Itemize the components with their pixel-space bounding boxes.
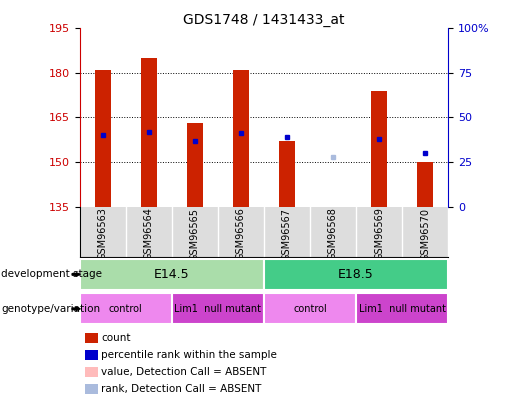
Title: GDS1748 / 1431433_at: GDS1748 / 1431433_at [183, 13, 345, 27]
Text: GSM96566: GSM96566 [236, 207, 246, 260]
Bar [264, 259, 448, 290]
Bar [417, 162, 433, 207]
Bar [264, 293, 356, 324]
Text: GSM96568: GSM96568 [328, 207, 338, 260]
Text: Lim1  null mutant: Lim1 null mutant [175, 304, 262, 314]
Text: control: control [293, 304, 327, 314]
Text: value, Detection Call = ABSENT: value, Detection Call = ABSENT [101, 367, 267, 377]
Text: Lim1  null mutant: Lim1 null mutant [358, 304, 445, 314]
Bar [80, 259, 264, 290]
Bar [80, 293, 172, 324]
Text: rank, Detection Call = ABSENT: rank, Detection Call = ABSENT [101, 384, 262, 394]
Text: development stage: development stage [1, 269, 102, 279]
Text: GSM96565: GSM96565 [190, 207, 200, 260]
Bar [187, 124, 203, 207]
Bar [233, 70, 249, 207]
Text: count: count [101, 333, 131, 343]
Bar [279, 141, 295, 207]
Text: percentile rank within the sample: percentile rank within the sample [101, 350, 278, 360]
Text: E14.5: E14.5 [154, 268, 190, 281]
Bar [371, 91, 387, 207]
Bar [141, 58, 157, 207]
Text: GSM96567: GSM96567 [282, 207, 292, 260]
Text: control: control [109, 304, 143, 314]
Bar [95, 70, 111, 207]
Text: GSM96570: GSM96570 [420, 207, 430, 260]
Text: E18.5: E18.5 [338, 268, 374, 281]
Text: GSM96569: GSM96569 [374, 207, 384, 260]
Text: GSM96564: GSM96564 [144, 207, 154, 260]
Bar [356, 293, 448, 324]
Bar [172, 293, 264, 324]
Text: genotype/variation: genotype/variation [1, 304, 100, 314]
Text: GSM96563: GSM96563 [98, 207, 108, 260]
